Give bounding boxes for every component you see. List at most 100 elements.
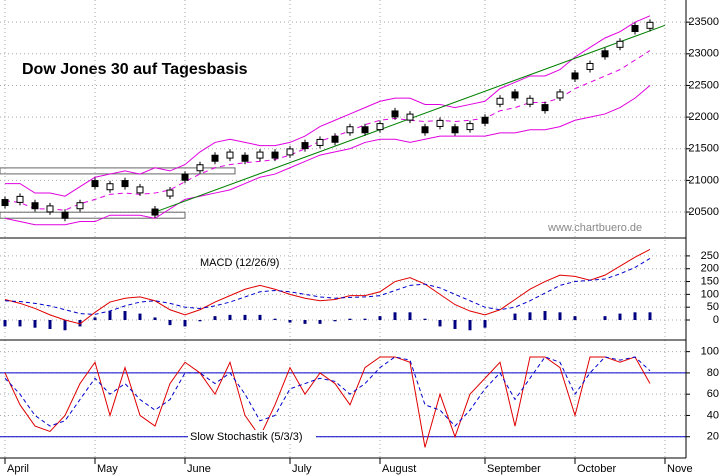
candle (76, 202, 84, 210)
histogram-bar (483, 320, 487, 328)
histogram-bar (333, 320, 337, 322)
candle (526, 97, 534, 105)
candle (211, 154, 219, 162)
y-tick-label: 22500 (688, 79, 719, 91)
candle (301, 142, 309, 150)
candle (136, 186, 144, 194)
y-tick-label: 22000 (688, 111, 719, 123)
candle (451, 126, 459, 134)
x-tick-label: June (187, 463, 211, 475)
candle (46, 205, 54, 213)
histogram-bar (48, 320, 52, 329)
histogram-bar (138, 313, 142, 320)
histogram-bar (213, 316, 217, 320)
chart-title: Dow Jones 30 auf Tagesbasis (22, 61, 248, 78)
y-tick-label: 21000 (688, 174, 719, 186)
histogram-bar (18, 320, 22, 327)
histogram-bar (603, 316, 607, 320)
candle (166, 189, 174, 197)
histogram-bar (288, 320, 292, 323)
signal-line (4, 258, 651, 315)
y-tick-label: 23000 (688, 48, 719, 60)
candle (556, 91, 564, 99)
candle (616, 40, 624, 48)
histogram-bar (378, 316, 382, 320)
candle (406, 113, 414, 121)
histogram-bar (228, 314, 232, 320)
y-tick-label: 21500 (688, 143, 719, 155)
candle (331, 135, 339, 143)
candle (496, 97, 504, 105)
candle (181, 173, 189, 181)
histogram-bar (348, 318, 352, 320)
candle (391, 110, 399, 118)
histogram-bar (408, 312, 412, 320)
histogram-bar (123, 311, 127, 320)
histogram-bar (243, 314, 247, 320)
candle (121, 180, 129, 188)
histogram-bar (168, 320, 172, 326)
label-bg (188, 430, 316, 444)
candle (1, 199, 9, 207)
candle (151, 208, 159, 216)
x-tick-label: Nove (667, 463, 693, 475)
histogram-bar (3, 320, 7, 327)
candle (586, 62, 594, 70)
candle (466, 123, 474, 131)
candle (511, 91, 519, 99)
candle (646, 21, 654, 29)
y-tick-label: 150 (701, 275, 719, 287)
histogram-bar (318, 320, 322, 324)
histogram-bar (63, 320, 67, 331)
candle (286, 148, 294, 156)
histogram-bar (303, 320, 307, 324)
candle (541, 104, 549, 112)
candle (271, 151, 279, 159)
k-line (4, 356, 651, 448)
histogram-bar (513, 313, 517, 320)
candle (481, 116, 489, 124)
histogram-bar (453, 320, 457, 329)
y-tick-label: 200 (701, 263, 719, 275)
y-tick-label: 20500 (688, 206, 719, 218)
histogram-bar (558, 312, 562, 320)
candle (361, 126, 369, 134)
candle (421, 126, 429, 134)
histogram-bar (198, 320, 202, 322)
y-tick-label: 60 (707, 388, 719, 400)
support-level (0, 167, 236, 175)
support-level (0, 211, 186, 219)
watermark: www.chartbuero.de (547, 222, 642, 234)
histogram-bar (33, 320, 37, 328)
candle (316, 138, 324, 146)
y-tick-label: 20 (707, 431, 719, 443)
y-tick-label: 40 (707, 409, 719, 421)
histogram-bar (273, 318, 277, 320)
histogram-bar (258, 314, 262, 320)
y-tick-label: 80 (707, 367, 719, 379)
y-tick-label: 0 (713, 314, 719, 326)
candle (16, 195, 24, 203)
x-tick-label: September (487, 463, 541, 475)
candle (196, 164, 204, 172)
candle (376, 123, 384, 131)
histogram-bar (648, 312, 652, 320)
lower-band (4, 85, 651, 226)
candle (601, 50, 609, 58)
histogram-bar (468, 320, 472, 331)
histogram-bar (618, 313, 622, 320)
x-tick-label: October (577, 463, 616, 475)
histogram-bar (93, 317, 97, 320)
candle (571, 72, 579, 80)
x-tick-label: April (7, 463, 29, 475)
y-tick-label: 250 (701, 250, 719, 262)
histogram-bar (183, 320, 187, 327)
upper-band (5, 15, 651, 197)
histogram-bar (78, 320, 82, 327)
x-tick-label: July (292, 463, 312, 475)
histogram-bar (108, 311, 112, 320)
candle (226, 151, 234, 159)
x-tick-label: May (97, 463, 118, 475)
histogram-bar (543, 311, 547, 320)
